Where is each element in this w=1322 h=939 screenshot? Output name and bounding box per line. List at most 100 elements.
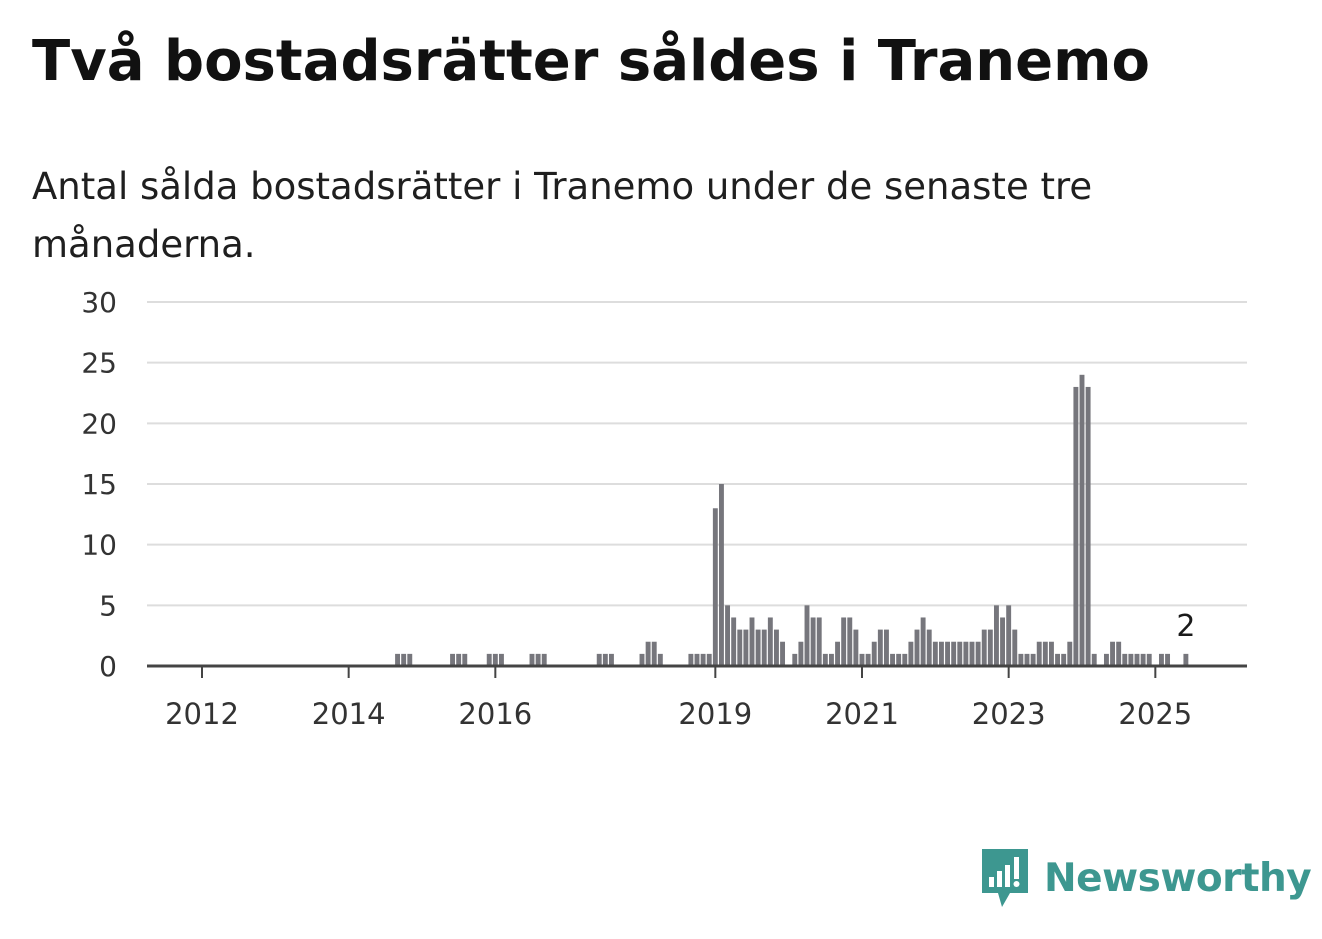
grid-lines <box>147 301 1247 607</box>
bar-2016-01 <box>492 653 498 666</box>
x-axis <box>147 664 1247 678</box>
brand-name: Newsworthy <box>1044 855 1312 901</box>
bar-2021-11 <box>920 617 926 666</box>
bar-2023-01 <box>1006 605 1012 666</box>
y-tick-label: 25 <box>81 347 117 380</box>
bar-2024-05 <box>1103 653 1109 666</box>
x-tick-label: 2016 <box>458 697 532 731</box>
bar-2024-07 <box>1116 641 1122 666</box>
bar-2021-12 <box>926 629 932 666</box>
page-subtitle: Antal sålda bostadsrätter i Tranemo unde… <box>32 165 1093 266</box>
bar-2020-09 <box>835 641 841 666</box>
y-tick-label: 30 <box>81 286 117 319</box>
bar-2023-12 <box>1073 386 1079 666</box>
bar-2020-07 <box>822 653 828 666</box>
bar-2020-10 <box>841 617 847 666</box>
y-tick-label: 15 <box>81 468 117 501</box>
bar-2022-10 <box>987 629 993 666</box>
bar-2018-09 <box>688 653 694 666</box>
bar-2021-02 <box>865 653 871 666</box>
bar-2021-05 <box>883 629 889 666</box>
x-tick-label: 2023 <box>972 697 1046 731</box>
bar-2023-08 <box>1048 641 1054 666</box>
bar-2022-12 <box>1000 617 1006 666</box>
bar-2023-11 <box>1067 641 1073 666</box>
bar-2020-03 <box>798 641 804 666</box>
bar-2021-07 <box>896 653 902 666</box>
bar-2024-10 <box>1134 653 1140 666</box>
bar-2017-06 <box>596 653 602 666</box>
bar-2024-08 <box>1122 653 1128 666</box>
bar-2019-12 <box>780 641 786 666</box>
bar-2023-10 <box>1061 653 1067 666</box>
bar-2017-07 <box>602 653 608 666</box>
y-tick-label: 5 <box>99 589 117 622</box>
bar-2022-07 <box>969 641 975 666</box>
bar-2022-03 <box>945 641 951 666</box>
bar-2019-02 <box>718 484 724 666</box>
y-axis-tick-labels: 0 5 10 15 20 25 30 <box>81 286 117 683</box>
bar-2019-10 <box>767 617 773 666</box>
bar-2020-05 <box>810 617 816 666</box>
bar-2019-01 <box>712 508 718 666</box>
bar-2023-02 <box>1012 629 1018 666</box>
bar-2024-02 <box>1085 386 1091 666</box>
bar-2023-04 <box>1024 653 1030 666</box>
bar-2020-08 <box>828 653 834 666</box>
annotations: 2 <box>1176 609 1195 644</box>
bar-2018-04 <box>657 653 663 666</box>
bar-2020-02 <box>792 653 798 666</box>
bar-2015-07 <box>456 653 462 666</box>
bar-2021-04 <box>877 629 883 666</box>
bar-2023-06 <box>1036 641 1042 666</box>
bar-2020-12 <box>853 629 859 666</box>
bar-2018-03 <box>651 641 657 666</box>
bar-2021-08 <box>902 653 908 666</box>
x-tick-label: 2019 <box>678 697 752 731</box>
bar-2024-09 <box>1128 653 1134 666</box>
x-tick-label: 2021 <box>825 697 899 731</box>
data-label: 2 <box>1176 609 1195 644</box>
chat-bar-chart-icon <box>982 849 1028 907</box>
bar-2020-11 <box>847 617 853 666</box>
bar-2023-07 <box>1042 641 1048 666</box>
bar-2022-08 <box>975 641 981 666</box>
bar-2022-09 <box>981 629 987 666</box>
bar-2017-08 <box>608 653 614 666</box>
bar-2019-06 <box>743 629 749 666</box>
bar-2016-08 <box>535 653 541 666</box>
page-title: Två bostadsrätter såldes i Tranemo <box>32 29 1150 94</box>
bar-2024-01 <box>1079 374 1085 666</box>
x-tick-label: 2014 <box>312 697 386 731</box>
bar-2016-02 <box>498 653 504 666</box>
bar-2018-10 <box>694 653 700 666</box>
bar-2021-01 <box>859 653 865 666</box>
bar-2021-06 <box>890 653 896 666</box>
bar-2022-02 <box>938 641 944 666</box>
bar-2024-03 <box>1091 653 1097 666</box>
bar-2023-09 <box>1055 653 1061 666</box>
bar-2025-03 <box>1165 653 1171 666</box>
bar-2025-02 <box>1158 653 1164 666</box>
bar-2018-11 <box>700 653 706 666</box>
bar-2021-10 <box>914 629 920 666</box>
bar-2024-12 <box>1146 653 1152 666</box>
bar-2023-05 <box>1030 653 1036 666</box>
bar-2022-01 <box>932 641 938 666</box>
bar-2018-02 <box>645 641 651 666</box>
bar-2022-11 <box>993 605 999 666</box>
bar-2021-03 <box>871 641 877 666</box>
bar-2019-07 <box>749 617 755 666</box>
bar-2015-12 <box>486 653 492 666</box>
bar-2021-09 <box>908 641 914 666</box>
bar-2018-12 <box>706 653 712 666</box>
bar-2020-06 <box>816 617 822 666</box>
y-tick-label: 10 <box>81 529 117 562</box>
bar-2014-09 <box>395 653 401 666</box>
bar-2018-01 <box>639 653 645 666</box>
bar-2024-06 <box>1110 641 1116 666</box>
bars <box>395 374 1189 666</box>
bar-2015-08 <box>462 653 468 666</box>
bar-2014-10 <box>401 653 407 666</box>
x-tick-label: 2012 <box>165 697 239 731</box>
